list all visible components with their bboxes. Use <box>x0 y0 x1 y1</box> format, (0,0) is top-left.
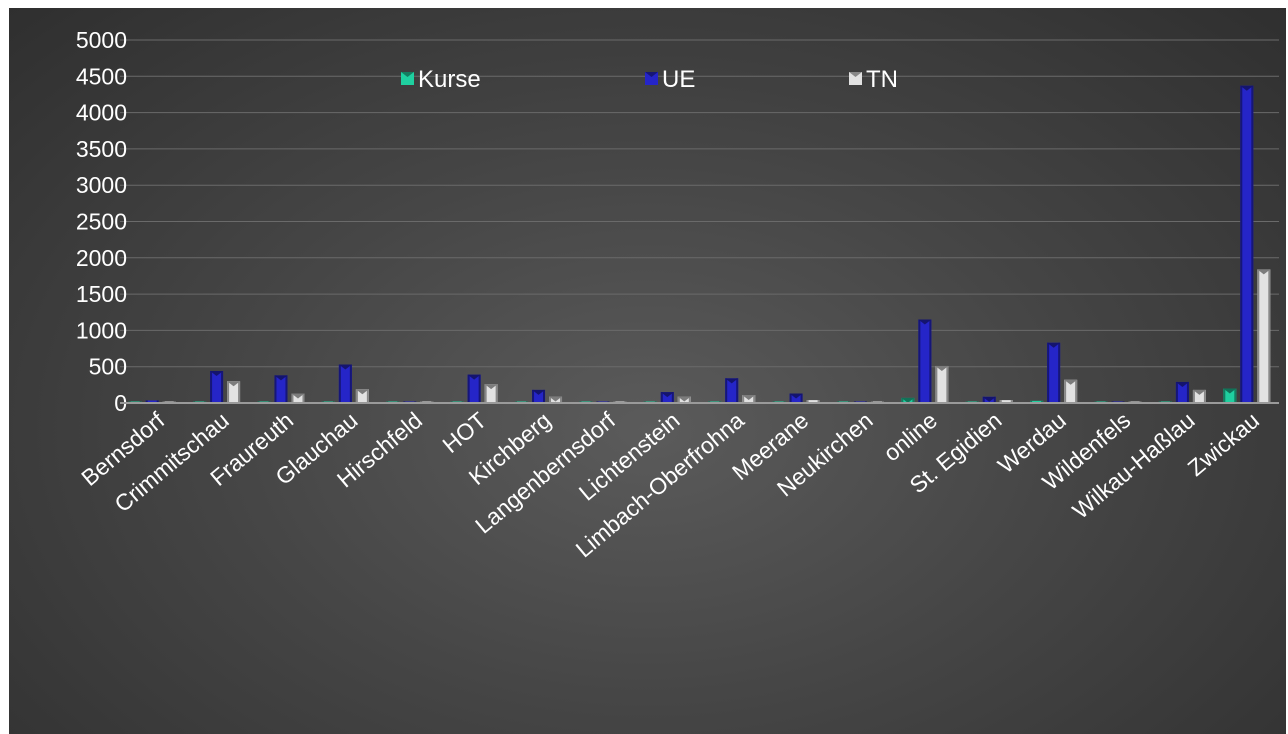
y-tick-label: 3000 <box>76 172 127 198</box>
x-axis-category-labels: BernsdorfCrimmitschauFraureuthGlauchauHi… <box>76 407 1264 563</box>
bar-ue-hot <box>467 374 481 403</box>
x-category-label: HOT <box>437 407 491 458</box>
y-tick-label: 4000 <box>76 100 127 126</box>
legend-item-tn: TN <box>849 66 898 93</box>
bar-ue-bernsdorf <box>145 400 159 403</box>
y-tick-label: 5000 <box>76 27 127 53</box>
y-tick-label: 4500 <box>76 63 127 89</box>
bar-tn-limbach-oberfrohna <box>742 395 756 403</box>
y-tick-label: 500 <box>89 354 127 380</box>
bar-tn-meerane <box>806 400 820 403</box>
y-tick-label: 1000 <box>76 317 127 343</box>
legend-label: UE <box>662 66 695 93</box>
legend-swatch <box>401 72 414 85</box>
bar-tn-hot <box>484 384 498 403</box>
bar-ue-zwickau <box>1240 85 1254 403</box>
bar-ue-kirchberg <box>532 389 546 403</box>
gridlines <box>120 39 1279 368</box>
bar-tn-online <box>935 365 949 403</box>
bar-kurse-werdau <box>1030 400 1044 403</box>
bar-ue-werdau <box>1047 342 1061 403</box>
bar-ue-glauchau <box>338 364 352 403</box>
bar-tn-wilkau-ha-lau <box>1192 389 1206 403</box>
bar-kurse-zwickau <box>1223 388 1237 403</box>
x-category-label: Zwickau <box>1183 407 1264 481</box>
bar-ue-crimmitschau <box>210 371 224 403</box>
legend: Kurse UE TN <box>401 66 898 93</box>
y-tick-label: 2000 <box>76 245 127 271</box>
bar-ue-online <box>918 319 932 403</box>
bars <box>128 85 1271 403</box>
bar-ue-wilkau-ha-lau <box>1175 381 1189 403</box>
legend-swatch <box>849 72 862 85</box>
y-tick-label: 2500 <box>76 209 127 235</box>
bar-tn-glauchau <box>355 389 369 403</box>
bar-tn-zwickau <box>1257 269 1271 403</box>
bar-tn-fraureuth <box>291 393 305 403</box>
bar-ue-meerane <box>789 393 803 403</box>
y-tick-label: 3500 <box>76 136 127 162</box>
bar-tn-werdau <box>1064 379 1078 403</box>
bar-tn-crimmitschau <box>227 381 241 403</box>
bar-kurse-online <box>901 397 915 403</box>
bar-ue-st-egidien <box>982 396 996 403</box>
legend-label: Kurse <box>418 66 481 93</box>
bar-chart: 0500100015002000250030003500400045005000… <box>76 27 1279 563</box>
bar-tn-st-egidien <box>999 400 1013 403</box>
legend-item-ue: UE <box>645 66 695 93</box>
bar-ue-lichtenstein <box>660 392 674 403</box>
bar-ue-limbach-oberfrohna <box>725 378 739 403</box>
chart-area: 0 500 1000 1500 2000 2500 3000 3500 4000 4500 5000… <box>9 8 1286 734</box>
legend-swatch <box>645 72 658 85</box>
legend-item-kurse: Kurse <box>401 66 481 93</box>
bar-tn-lichtenstein <box>677 396 691 403</box>
legend-label: TN <box>866 66 898 93</box>
bar-tn-kirchberg <box>549 396 563 403</box>
bar-ue-fraureuth <box>274 375 288 403</box>
y-tick-label: 1500 <box>76 281 127 307</box>
